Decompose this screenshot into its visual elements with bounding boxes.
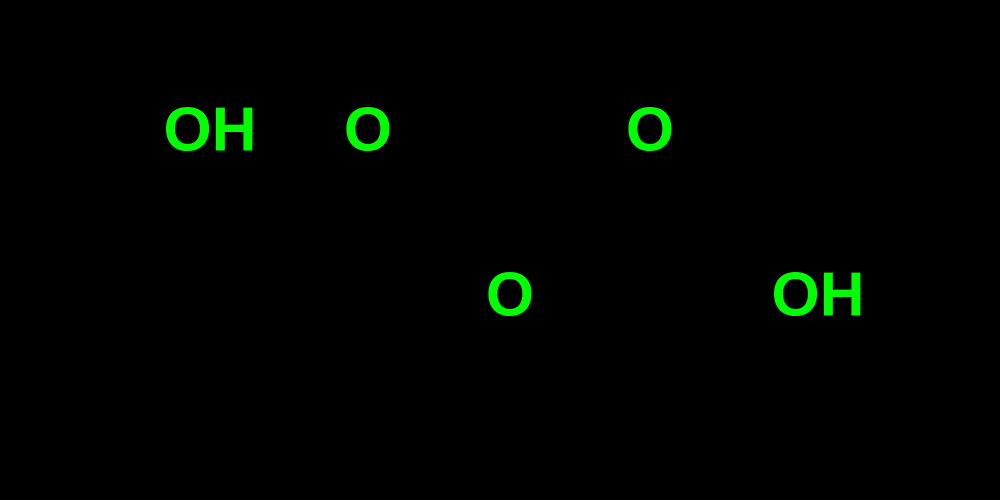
atom-label-o2: O xyxy=(486,261,534,330)
molecule-diagram: OH O O O OH xyxy=(0,0,1000,500)
atom-label-oh2: OH xyxy=(772,261,865,330)
atom-label-o1: O xyxy=(344,96,392,165)
atom-label-oh1: OH xyxy=(164,96,257,165)
atom-label-o3: O xyxy=(626,96,674,165)
